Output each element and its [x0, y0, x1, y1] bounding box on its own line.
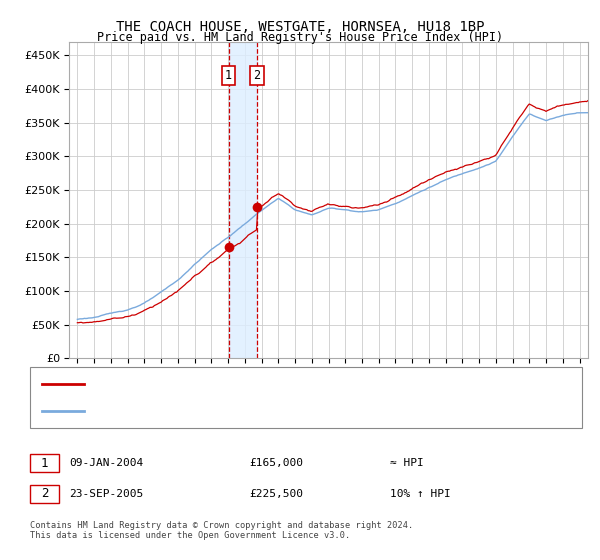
Text: Contains HM Land Registry data © Crown copyright and database right 2024.
This d: Contains HM Land Registry data © Crown c…: [30, 521, 413, 540]
Text: 2: 2: [41, 487, 48, 501]
Text: ≈ HPI: ≈ HPI: [390, 458, 424, 468]
Text: £225,500: £225,500: [249, 489, 303, 499]
Text: HPI: Average price, detached house, East Riding of Yorkshire: HPI: Average price, detached house, East…: [93, 406, 445, 416]
Text: 09-JAN-2004: 09-JAN-2004: [69, 458, 143, 468]
Text: THE COACH HOUSE, WESTGATE, HORNSEA, HU18 1BP (detached house): THE COACH HOUSE, WESTGATE, HORNSEA, HU18…: [93, 379, 451, 389]
Text: 10% ↑ HPI: 10% ↑ HPI: [390, 489, 451, 499]
Text: Price paid vs. HM Land Registry's House Price Index (HPI): Price paid vs. HM Land Registry's House …: [97, 31, 503, 44]
Bar: [229, 42, 257, 358]
Text: £165,000: £165,000: [249, 458, 303, 468]
Text: 2: 2: [253, 69, 260, 82]
Text: THE COACH HOUSE, WESTGATE, HORNSEA, HU18 1BP: THE COACH HOUSE, WESTGATE, HORNSEA, HU18…: [116, 20, 484, 34]
Text: 1: 1: [225, 69, 232, 82]
Text: 23-SEP-2005: 23-SEP-2005: [69, 489, 143, 499]
Text: 1: 1: [41, 456, 48, 470]
